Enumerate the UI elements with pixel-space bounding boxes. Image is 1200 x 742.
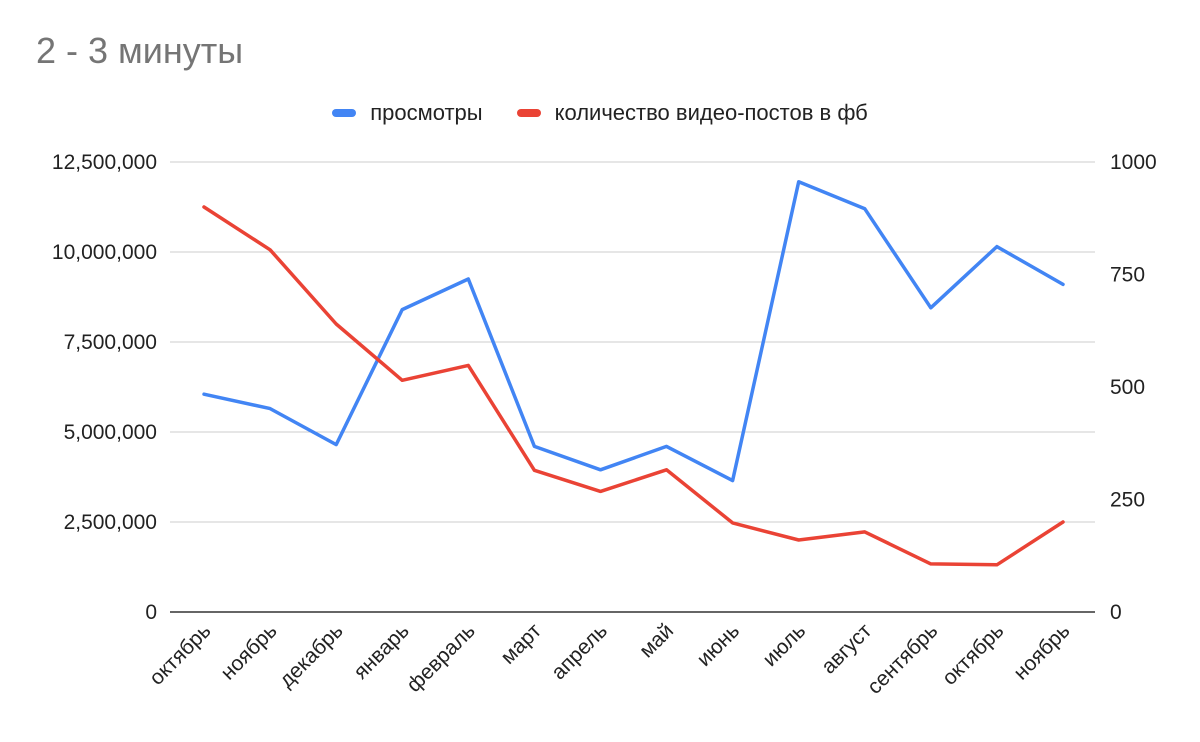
legend-item-views: просмотры xyxy=(332,100,483,126)
y-left-tick-label: 12,500,000 xyxy=(52,151,157,174)
y-left-tick-label: 2,500,000 xyxy=(64,511,157,534)
x-tick-label: ноябрь xyxy=(1009,619,1074,684)
y-right-tick-label: 1000 xyxy=(1110,151,1157,174)
y-left-tick-label: 5,000,000 xyxy=(64,421,157,444)
x-tick-label: февраль xyxy=(402,619,480,697)
x-tick-label: ноябрь xyxy=(216,619,281,684)
legend-label-views: просмотры xyxy=(370,100,483,125)
x-tick-label: октябрь xyxy=(938,619,1009,690)
y-left-tick-label: 0 xyxy=(145,601,157,624)
legend-swatch-posts xyxy=(516,109,541,117)
chart-title: 2 - 3 минуты xyxy=(36,30,244,71)
x-tick-label: апрель xyxy=(547,619,612,684)
legend-item-posts: количество видео-постов в фб xyxy=(516,100,868,126)
legend-label-posts: количество видео-постов в фб xyxy=(554,100,868,125)
y-right-tick-label: 0 xyxy=(1110,601,1122,624)
y-right-tick-label: 250 xyxy=(1110,489,1145,512)
x-tick-label: июнь xyxy=(693,619,745,671)
y-left-tick-label: 7,500,000 xyxy=(64,331,157,354)
x-tick-label: декабрь xyxy=(275,619,348,692)
x-tick-label: июль xyxy=(758,619,810,671)
x-tick-label: август xyxy=(817,619,877,679)
series-line-posts xyxy=(202,205,1065,567)
x-tick-label: май xyxy=(635,619,678,662)
x-tick-label: январь xyxy=(349,619,414,684)
y-right-tick-label: 750 xyxy=(1110,264,1145,287)
legend: просмотры количество видео-постов в фб xyxy=(0,100,1200,126)
x-tick-label: октябрь xyxy=(145,619,216,690)
y-left-tick-label: 10,000,000 xyxy=(52,241,157,264)
x-tick-label: март xyxy=(496,619,546,669)
x-tick-label: сентябрь xyxy=(863,619,943,699)
legend-swatch-views xyxy=(332,109,357,117)
series-line-views xyxy=(202,180,1065,483)
y-right-tick-label: 500 xyxy=(1110,376,1145,399)
